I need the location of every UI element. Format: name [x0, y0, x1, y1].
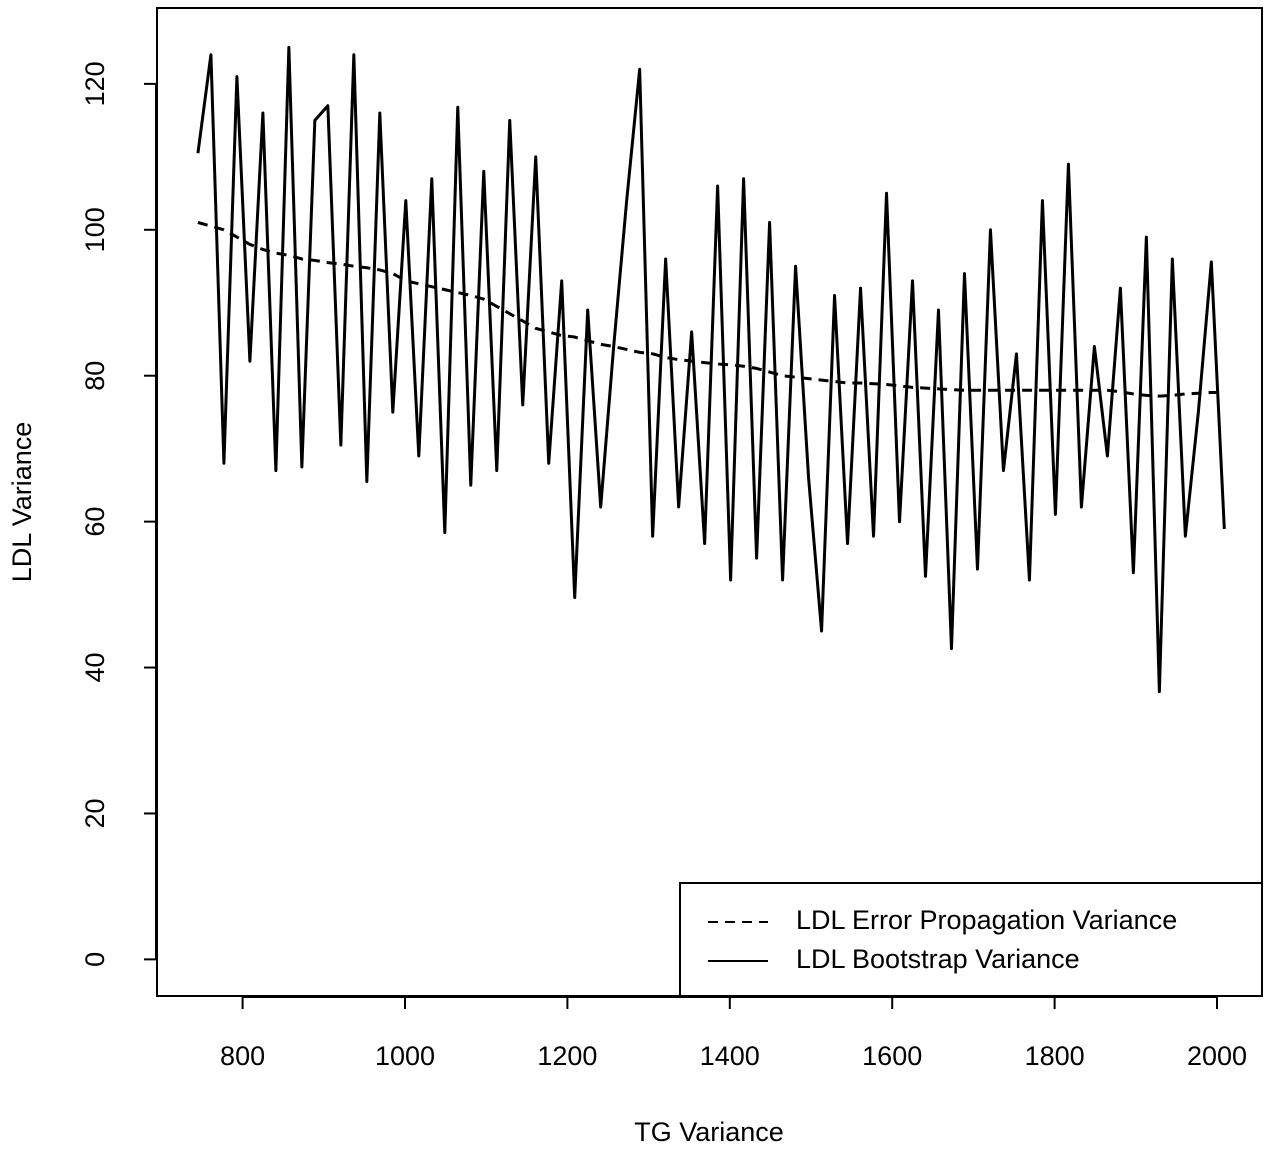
x-tick-label: 800: [220, 1041, 265, 1071]
y-tick-label: 100: [80, 207, 110, 252]
x-tick-label: 1600: [862, 1041, 922, 1071]
x-tick-label: 1000: [375, 1041, 435, 1071]
x-tick-label: 1800: [1025, 1041, 1085, 1071]
y-tick-label: 120: [80, 61, 110, 106]
plot-frame: [156, 7, 1263, 997]
y-tick-label: 20: [80, 798, 110, 828]
y-axis-label: LDL Variance: [7, 422, 37, 583]
series-line: [196, 45, 1226, 694]
x-axis-label: TG Variance: [634, 1117, 784, 1147]
legend-label: LDL Error Propagation Variance: [796, 905, 1177, 935]
x-tick-label: 2000: [1187, 1041, 1247, 1071]
y-tick-label: 80: [80, 361, 110, 391]
y-tick-label: 0: [80, 952, 110, 967]
series-line: [197, 221, 1225, 398]
y-tick-label: 60: [80, 507, 110, 537]
x-tick-label: 1400: [700, 1041, 760, 1071]
legend-label: LDL Bootstrap Variance: [796, 944, 1080, 974]
legend-box: [679, 882, 1263, 997]
y-tick-label: 40: [80, 653, 110, 683]
x-tick-label: 1200: [537, 1041, 597, 1071]
